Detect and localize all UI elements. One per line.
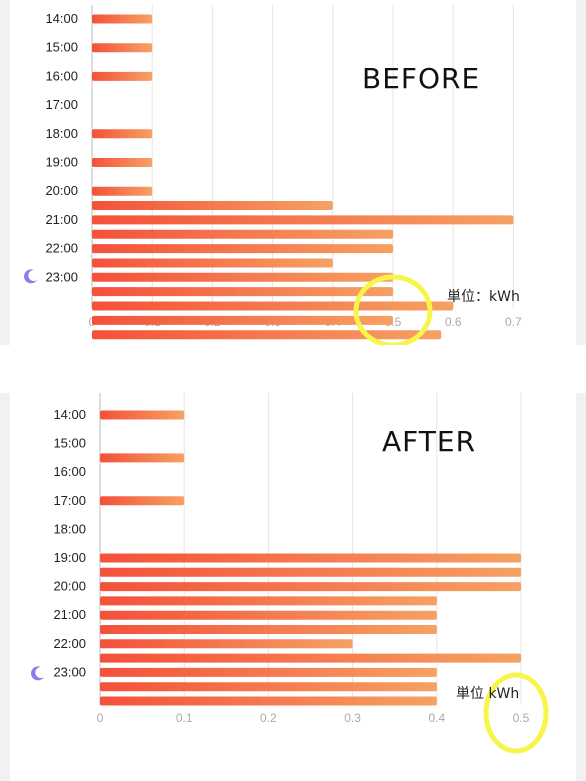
after-unit-label: 単位 kWh [456,686,520,702]
bar [92,244,393,254]
time-label: 23:00 [45,269,78,284]
bar [92,330,442,340]
bar [100,582,521,592]
panel-gap [0,345,586,393]
x-tick-label: 0.6 [445,315,462,329]
bar [92,43,153,53]
bar [100,553,521,563]
bar [92,272,393,282]
time-label: 19:00 [45,155,78,170]
right-edge [576,0,586,345]
bar [92,129,153,139]
right-edge [576,393,586,781]
bar [100,667,437,677]
x-tick-label: 0 [97,711,104,725]
time-label: 17:00 [45,97,78,112]
moon-icon [24,269,37,284]
x-tick-label: 0.3 [344,711,361,725]
before-panel: 00.10.20.30.40.50.60.714:0015:0016:0017:… [0,0,586,345]
bar [100,682,437,692]
x-tick-label: 0.2 [260,711,277,725]
bar [92,301,454,311]
x-tick-label: 0.7 [505,315,522,329]
bar [100,410,185,420]
time-label: 22:00 [45,241,78,256]
x-tick-label: 0.4 [428,711,445,725]
bar [100,453,185,463]
time-label: 23:00 [53,664,86,679]
bar [92,315,393,325]
bar [92,186,153,196]
after-panel: 0 0.1 0.2 0.3 0.4 0.5 14:00 15:00 16:00 17:00 18:0… [0,393,586,781]
highlight-circle [353,274,433,345]
time-label: 20:00 [45,183,78,198]
time-label: 15:00 [45,40,78,55]
bar [92,215,514,225]
bar [92,158,153,167]
bar [100,596,437,606]
time-label: 21:00 [53,607,86,622]
after-title: AFTER [382,425,477,458]
time-label: 15:00 [53,436,86,451]
time-label: 16:00 [45,68,78,83]
before-chart: 00.10.20.30.40.50.60.714:0015:0016:0017:… [45,5,522,345]
highlight-circle [483,672,549,754]
moon-icon [31,666,44,681]
bar [92,14,153,24]
bar [100,696,437,706]
time-label: 17:00 [53,493,86,508]
bar [92,201,333,211]
time-label: 16:00 [53,464,86,479]
bar [100,639,353,649]
bar [100,567,521,577]
time-label: 21:00 [45,212,78,227]
time-label: 22:00 [53,636,86,651]
left-edge [0,0,10,345]
after-chart: 0 0.1 0.2 0.3 0.4 0.5 14:00 15:00 16:00 17:00 18:0… [53,393,549,754]
time-label: 14:00 [45,11,78,26]
bar [92,229,393,239]
time-label: 20:00 [53,579,86,594]
time-label: 18:00 [53,521,86,536]
x-tick-label: 0.5 [513,711,530,725]
time-label: 19:00 [53,550,86,565]
left-edge [0,393,10,781]
x-tick-label: 0.1 [176,711,193,725]
bar [100,610,437,620]
bar [92,287,393,297]
bar [92,71,153,81]
time-label: 14:00 [53,407,86,422]
before-title: BEFORE [362,62,481,95]
before-unit-label: 単位：kWh [447,289,520,305]
bar [92,258,333,268]
bar [100,625,437,634]
bar [100,653,521,663]
time-label: 18:00 [45,126,78,141]
bar [100,496,185,506]
